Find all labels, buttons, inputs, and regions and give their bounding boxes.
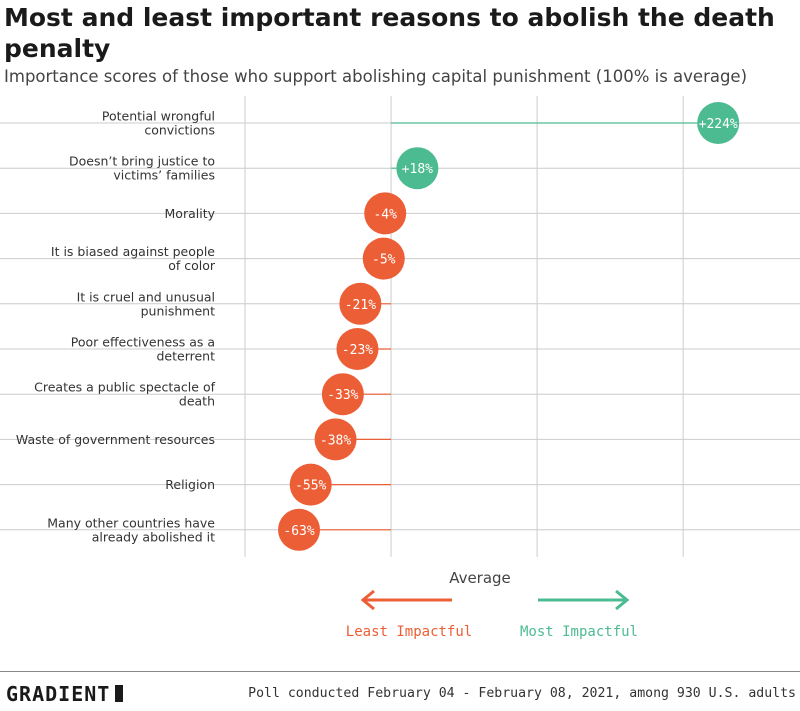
category-label-line: punishment	[141, 303, 215, 318]
category-label-line: deterrent	[156, 349, 215, 364]
data-label: -5%	[372, 253, 396, 268]
category-label: Religion	[165, 477, 215, 492]
category-label-line: It is biased against people	[51, 244, 215, 259]
data-point	[314, 418, 357, 461]
category-label: It is cruel and unusual punishment	[77, 289, 216, 318]
data-label: -55%	[295, 479, 326, 494]
grid-lines	[244, 96, 684, 557]
category-label-line: convictions	[144, 123, 215, 138]
data-point	[396, 147, 439, 190]
data-label: +18%	[402, 162, 433, 177]
dot-chart: Potential wrongful convictions Doesn’t bri…	[0, 96, 800, 640]
legend-most-impactful: Most Impactful	[520, 624, 638, 640]
chart-subtitle: Importance scores of those who support a…	[4, 67, 748, 86]
data-point	[364, 192, 407, 235]
data-point	[697, 102, 740, 144]
data-point	[339, 282, 382, 325]
category-label: Many other countries have already abolish…	[47, 515, 215, 544]
data-point	[336, 328, 379, 370]
most-impactful-arrow	[538, 589, 630, 611]
average-label: Average	[449, 569, 511, 587]
category-label-line: Doesn’t bring justice to	[69, 154, 215, 169]
category-label: It is biased against people of color	[51, 244, 216, 273]
category-label: Potential wrongful convictions	[102, 109, 215, 138]
legend: Least Impactful Most Impactful	[346, 589, 638, 640]
data-label: -4%	[373, 207, 397, 222]
category-label-line: of color	[168, 258, 216, 273]
category-label-line: Creates a public spectacle of	[34, 380, 215, 395]
category-label-line: death	[179, 394, 215, 409]
category-label-line: victims’ families	[113, 168, 215, 183]
data-label: -23%	[342, 343, 373, 358]
data-label: +224%	[699, 117, 738, 132]
category-label-line: It is cruel and unusual	[77, 289, 215, 304]
data-point	[278, 508, 321, 551]
category-label-line: Waste of government resources	[16, 432, 215, 447]
data-label: -38%	[320, 433, 351, 448]
category-label-line: already abolished it	[92, 529, 215, 544]
data-label: -21%	[345, 298, 376, 313]
category-label-line: Poor effectiveness as a	[71, 335, 215, 350]
chart-title: Most and least important reasons to abol…	[4, 3, 775, 63]
data-points: +224% +18% -4% -5% -21% -23% -33% -38% -55% -63%	[278, 102, 740, 551]
category-label: Poor effectiveness as a deterrent	[71, 335, 215, 364]
brand-name: GRADIENT	[6, 682, 111, 706]
poll-note: Poll conducted February 04 - February 08…	[248, 686, 796, 701]
data-point	[362, 237, 405, 280]
brand-logo: GRADIENT	[6, 682, 124, 706]
category-label: Morality	[165, 206, 216, 221]
category-label-line: Religion	[165, 477, 215, 492]
data-label: -63%	[283, 524, 314, 539]
data-label: -33%	[327, 388, 358, 403]
category-label-line: Morality	[165, 206, 216, 221]
category-label: Waste of government resources	[16, 432, 215, 447]
data-point	[321, 373, 364, 416]
brand-block-icon	[115, 685, 124, 702]
category-label: Doesn’t bring justice to victims’ familie…	[69, 154, 215, 183]
data-point	[289, 463, 332, 506]
category-label: Creates a public spectacle of death	[34, 380, 215, 409]
footer-divider	[0, 671, 800, 672]
legend-least-impactful: Least Impactful	[346, 624, 472, 640]
least-impactful-arrow	[360, 589, 452, 611]
category-label-line: Many other countries have	[47, 515, 215, 530]
category-label-line: Potential wrongful	[102, 109, 215, 124]
